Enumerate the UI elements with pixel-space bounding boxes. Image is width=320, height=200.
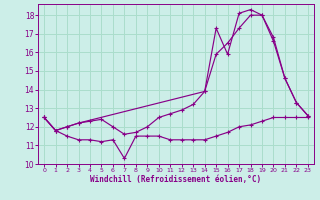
X-axis label: Windchill (Refroidissement éolien,°C): Windchill (Refroidissement éolien,°C) xyxy=(91,175,261,184)
